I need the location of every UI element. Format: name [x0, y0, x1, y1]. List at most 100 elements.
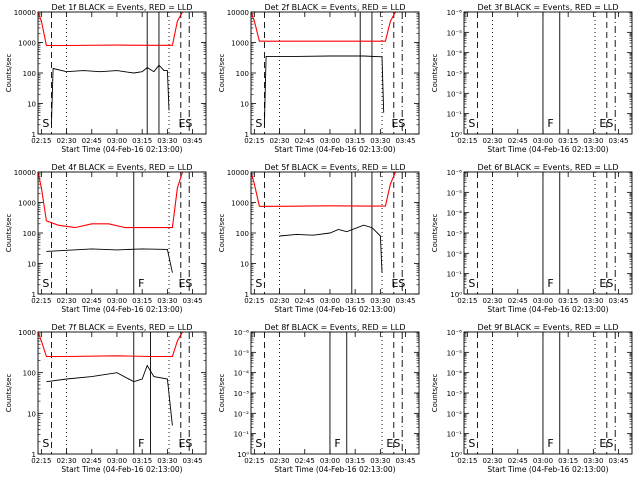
- x-tick-label: 03:15: [132, 137, 152, 145]
- x-tick-label: 02:15: [31, 137, 51, 145]
- x-axis-label: Start Time (04-Feb-16 02:13:00): [487, 465, 608, 474]
- x-axis-label: Start Time (04-Feb-16 02:13:00): [274, 465, 395, 474]
- x-tick-label: 02:15: [244, 297, 264, 305]
- x-tick-label: 03:15: [345, 457, 365, 465]
- x-tick-label: 03:30: [157, 137, 177, 145]
- x-axis-label: Start Time (04-Feb-16 02:13:00): [274, 305, 395, 314]
- y-tick-label: 1: [245, 131, 249, 139]
- detector-panel-5: Det 5f BLACK = Events, RED = LLD 1 10 100 10…: [218, 163, 420, 314]
- y-tick-label: 10⁻³: [234, 390, 250, 398]
- x-tick-label: 03:00: [107, 297, 127, 305]
- y-axis-label: Counts/sec: [431, 374, 439, 413]
- x-tick-label: 03:00: [320, 457, 340, 465]
- x-tick-label: 03:45: [395, 137, 415, 145]
- y-tick-label: 10000: [14, 169, 36, 177]
- y-tick-label: 1: [32, 291, 36, 299]
- marker-label: ES: [599, 437, 613, 450]
- x-tick-label: 03:30: [370, 137, 390, 145]
- marker-label: F: [334, 437, 340, 450]
- y-axis-label: Counts/sec: [5, 54, 13, 93]
- x-tick-label: 03:00: [320, 297, 340, 305]
- marker-label: S: [42, 437, 49, 450]
- series-events-line: [46, 248, 173, 273]
- x-tick-label: 03:15: [132, 457, 152, 465]
- y-tick-label: 10⁻³: [447, 390, 463, 398]
- y-tick-label: 100: [23, 230, 36, 238]
- x-tick-label: 03:30: [370, 297, 390, 305]
- marker-label: F: [547, 277, 553, 290]
- marker-label: F: [138, 437, 144, 450]
- y-tick-label: 1: [245, 291, 249, 299]
- y-tick-label: 100: [236, 230, 249, 238]
- x-tick-label: 02:45: [295, 297, 315, 305]
- y-axis-label: Counts/sec: [5, 374, 13, 413]
- detector-panel-4: Det 4f BLACK = Events, RED = LLD 1 10 100 10…: [5, 163, 207, 314]
- x-axis-label: Start Time (04-Feb-16 02:13:00): [487, 145, 608, 154]
- x-tick-label: 03:30: [583, 137, 603, 145]
- x-tick-label: 03:00: [107, 457, 127, 465]
- x-axis-label: Start Time (04-Feb-16 02:13:00): [61, 465, 182, 474]
- y-tick-label: 100: [23, 70, 36, 78]
- x-tick-label: 03:30: [583, 297, 603, 305]
- x-tick-label: 02:30: [56, 457, 76, 465]
- y-axis-label: Counts/sec: [5, 214, 13, 253]
- panel-title: Det 4f BLACK = Events, RED = LLD: [51, 163, 192, 172]
- y-tick-label: 1000: [231, 40, 249, 48]
- y-tick-label: 1: [32, 451, 36, 459]
- detector-panel-8: Det 8f BLACK = Events, RED = LLD 10⁰ 10⁻¹ 1…: [218, 323, 420, 474]
- x-tick-label: 03:00: [533, 297, 553, 305]
- y-tick-label: 10⁻⁵: [447, 349, 463, 357]
- y-tick-label: 10⁻⁴: [447, 50, 463, 58]
- y-tick-label: 10⁻⁶: [447, 169, 463, 177]
- marker-label: S: [468, 117, 475, 130]
- x-tick-label: 03:30: [157, 297, 177, 305]
- x-tick-label: 03:30: [583, 457, 603, 465]
- x-tick-label: 03:15: [345, 137, 365, 145]
- x-tick-label: 02:15: [31, 457, 51, 465]
- marker-label: S: [42, 277, 49, 290]
- y-axis-label: Counts/sec: [218, 214, 226, 253]
- marker-label: ES: [391, 277, 405, 290]
- y-axis-label: Counts/sec: [431, 54, 439, 93]
- y-tick-label: 100: [23, 370, 36, 378]
- marker-label: ES: [599, 117, 613, 130]
- y-tick-label: 1: [32, 131, 36, 139]
- plot-frame: [37, 171, 207, 295]
- marker-label: S: [468, 437, 475, 450]
- x-tick-label: 03:00: [320, 137, 340, 145]
- y-tick-label: 10000: [14, 9, 36, 17]
- x-tick-label: 02:15: [457, 297, 477, 305]
- y-tick-label: 1000: [231, 200, 249, 208]
- marker-label: ES: [391, 117, 405, 130]
- x-tick-label: 02:45: [295, 137, 315, 145]
- x-tick-label: 02:45: [82, 457, 102, 465]
- x-tick-label: 02:45: [508, 297, 528, 305]
- x-tick-label: 02:15: [244, 457, 264, 465]
- y-tick-label: 10⁻⁵: [447, 189, 463, 197]
- plot-frame: [37, 11, 207, 135]
- panel-title: Det 8f BLACK = Events, RED = LLD: [264, 323, 405, 332]
- series-lld-line: [250, 11, 396, 42]
- y-tick-label: 10000: [227, 9, 249, 17]
- y-tick-label: 10⁻¹: [447, 431, 463, 439]
- x-tick-label: 03:45: [182, 137, 202, 145]
- y-tick-label: 10⁻⁴: [447, 210, 463, 218]
- y-tick-label: 10⁰: [237, 451, 249, 459]
- x-tick-label: 03:45: [608, 297, 628, 305]
- marker-label: ES: [599, 277, 613, 290]
- x-tick-label: 03:15: [558, 457, 578, 465]
- plot-frame: [463, 11, 633, 135]
- y-tick-label: 10⁰: [450, 131, 462, 139]
- marker-label: ES: [178, 277, 192, 290]
- y-tick-label: 10⁻¹: [447, 271, 463, 279]
- y-tick-label: 10: [240, 261, 249, 269]
- x-tick-label: 02:30: [269, 297, 289, 305]
- plot-frame: [250, 171, 420, 295]
- marker-label: ES: [178, 117, 192, 130]
- y-tick-label: 10⁻³: [447, 230, 463, 238]
- x-tick-label: 02:30: [269, 457, 289, 465]
- x-tick-label: 02:45: [508, 137, 528, 145]
- y-tick-label: 10: [27, 261, 36, 269]
- x-axis-label: Start Time (04-Feb-16 02:13:00): [487, 305, 608, 314]
